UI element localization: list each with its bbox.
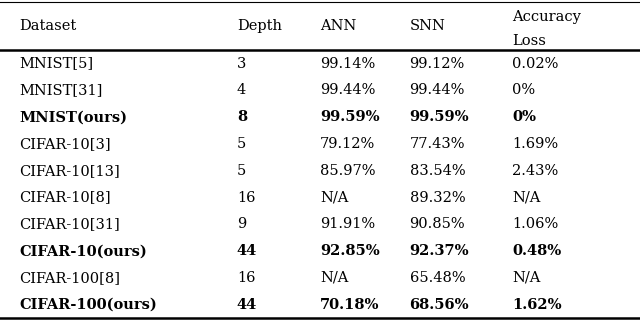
Text: 1.62%: 1.62% — [512, 298, 562, 312]
Text: N/A: N/A — [320, 271, 348, 285]
Text: Depth: Depth — [237, 19, 282, 33]
Text: SNN: SNN — [410, 19, 445, 33]
Text: 90.85%: 90.85% — [410, 217, 465, 231]
Text: 0%: 0% — [512, 110, 536, 124]
Text: 99.14%: 99.14% — [320, 57, 375, 71]
Text: 89.32%: 89.32% — [410, 191, 465, 204]
Text: 8: 8 — [237, 110, 247, 124]
Text: 99.12%: 99.12% — [410, 57, 465, 71]
Text: 44: 44 — [237, 298, 257, 312]
Text: Loss: Loss — [512, 34, 546, 48]
Text: 0.48%: 0.48% — [512, 244, 561, 258]
Text: 4: 4 — [237, 83, 246, 98]
Text: 65.48%: 65.48% — [410, 271, 465, 285]
Text: N/A: N/A — [512, 191, 540, 204]
Text: 92.37%: 92.37% — [410, 244, 469, 258]
Text: 99.44%: 99.44% — [410, 83, 465, 98]
Text: 70.18%: 70.18% — [320, 298, 380, 312]
Text: 92.85%: 92.85% — [320, 244, 380, 258]
Text: MNIST(ours): MNIST(ours) — [19, 110, 127, 124]
Text: 99.59%: 99.59% — [320, 110, 380, 124]
Text: 16: 16 — [237, 271, 255, 285]
Text: 0%: 0% — [512, 83, 535, 98]
Text: Dataset: Dataset — [19, 19, 76, 33]
Text: CIFAR-10[13]: CIFAR-10[13] — [19, 164, 120, 178]
Text: 16: 16 — [237, 191, 255, 204]
Text: 99.59%: 99.59% — [410, 110, 469, 124]
Text: 1.06%: 1.06% — [512, 217, 558, 231]
Text: 79.12%: 79.12% — [320, 137, 375, 151]
Text: ANN: ANN — [320, 19, 356, 33]
Text: 3: 3 — [237, 57, 246, 71]
Text: N/A: N/A — [512, 271, 540, 285]
Text: 99.44%: 99.44% — [320, 83, 376, 98]
Text: MNIST[31]: MNIST[31] — [19, 83, 102, 98]
Text: 2.43%: 2.43% — [512, 164, 558, 178]
Text: 1.69%: 1.69% — [512, 137, 558, 151]
Text: 83.54%: 83.54% — [410, 164, 465, 178]
Text: 77.43%: 77.43% — [410, 137, 465, 151]
Text: CIFAR-100(ours): CIFAR-100(ours) — [19, 298, 157, 312]
Text: N/A: N/A — [320, 191, 348, 204]
Text: 68.56%: 68.56% — [410, 298, 469, 312]
Text: MNIST[5]: MNIST[5] — [19, 57, 93, 71]
Text: 9: 9 — [237, 217, 246, 231]
Text: 85.97%: 85.97% — [320, 164, 376, 178]
Text: 0.02%: 0.02% — [512, 57, 558, 71]
Text: 91.91%: 91.91% — [320, 217, 375, 231]
Text: CIFAR-10[3]: CIFAR-10[3] — [19, 137, 111, 151]
Text: CIFAR-10[8]: CIFAR-10[8] — [19, 191, 111, 204]
Text: 5: 5 — [237, 164, 246, 178]
Text: Accuracy: Accuracy — [512, 10, 581, 24]
Text: CIFAR-100[8]: CIFAR-100[8] — [19, 271, 120, 285]
Text: 44: 44 — [237, 244, 257, 258]
Text: 5: 5 — [237, 137, 246, 151]
Text: CIFAR-10(ours): CIFAR-10(ours) — [19, 244, 147, 258]
Text: CIFAR-10[31]: CIFAR-10[31] — [19, 217, 120, 231]
